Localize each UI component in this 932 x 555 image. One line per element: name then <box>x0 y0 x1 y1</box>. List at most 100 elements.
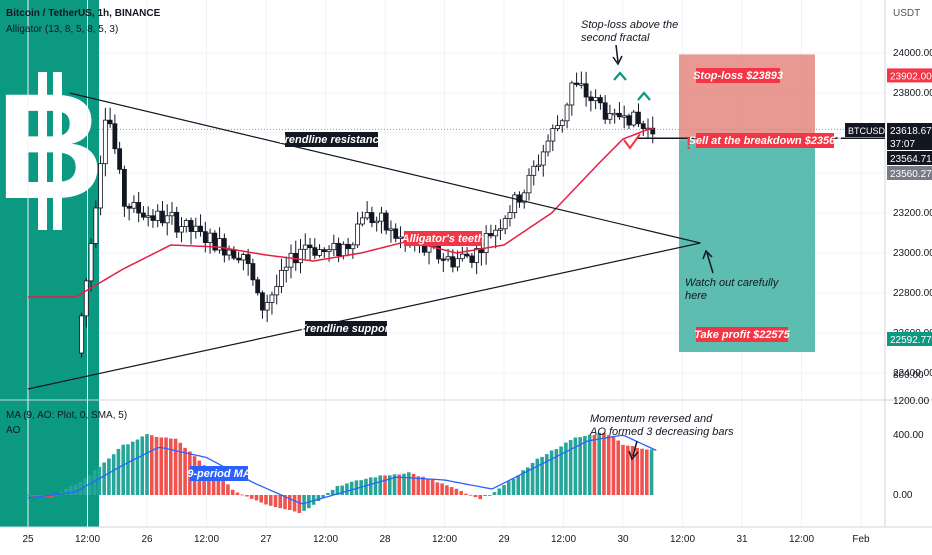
ao-bar-99 <box>497 488 502 495</box>
candle-body-33 <box>236 257 242 261</box>
ao-bar-17 <box>107 458 111 495</box>
stop-loss-zone <box>679 54 815 141</box>
label-ma: 9-period MA <box>187 468 251 480</box>
ao-bar-62 <box>321 495 325 498</box>
ao-bar-9 <box>69 486 73 495</box>
candle-body-97 <box>540 151 546 166</box>
ao-bar-119 <box>592 434 597 495</box>
candle-body-9 <box>121 168 127 207</box>
stop-arrow-shaft <box>615 44 619 63</box>
candle-body-77 <box>445 256 451 260</box>
ao-bar-74 <box>378 475 383 495</box>
candle-body-114 <box>621 115 627 118</box>
ao-bar-106 <box>530 462 535 495</box>
ao-bar-120 <box>597 432 601 495</box>
badge-mid1-bg <box>887 151 932 165</box>
ao-bar-30 <box>169 438 173 495</box>
candle-body-40 <box>269 294 275 303</box>
ao-bar-131 <box>649 449 654 495</box>
candle-body-118 <box>640 123 646 129</box>
candle-body-94 <box>526 174 532 194</box>
candle-body-67 <box>398 236 403 239</box>
time-tick-1: 12:00 <box>75 534 100 545</box>
badge-stop-bg <box>887 68 932 83</box>
ao-bar-68 <box>349 481 354 495</box>
ao-bar-128 <box>635 447 640 495</box>
badge-symbol: BTCUSDT <box>848 126 891 136</box>
price-tick-1: 23800.00 <box>893 88 932 99</box>
candle-body-112 <box>612 112 618 116</box>
ao-bar-21 <box>126 444 130 495</box>
candle-body-117 <box>636 111 641 125</box>
ao-bar-125 <box>621 444 625 495</box>
ao-bar-88 <box>445 485 449 495</box>
alligator-teeth-line <box>28 128 654 298</box>
ao-bar-32 <box>178 442 183 495</box>
price-tick-5: 23000.00 <box>893 248 932 259</box>
ao-bar-107 <box>535 458 540 495</box>
candle-body-78 <box>450 256 456 268</box>
candle-body-22 <box>183 220 189 227</box>
price-tick-8: 22400.00 <box>893 368 932 379</box>
candle-body-111 <box>607 113 613 120</box>
ao-bar-110 <box>549 450 554 495</box>
candle-body-62 <box>374 220 380 224</box>
candle-body-4 <box>98 163 103 209</box>
ao-bar-29 <box>164 437 168 495</box>
ao-bar-96 <box>483 495 487 496</box>
candle-body-55 <box>340 243 346 256</box>
candle-body-23 <box>188 220 194 232</box>
candle-body-100 <box>555 125 560 129</box>
badge-tp-bg <box>887 332 932 346</box>
watch-note-line-2: here <box>685 290 708 302</box>
ao-bar-86 <box>435 482 440 495</box>
candle-body-106 <box>583 83 589 98</box>
ao-bar-130 <box>645 449 649 495</box>
ao-bar-85 <box>430 479 435 495</box>
ao-bar-93 <box>468 494 473 496</box>
ao-bar-18 <box>111 454 116 495</box>
badge-tp: 22592.77 <box>890 335 932 346</box>
candle-body-105 <box>578 83 584 86</box>
ao-bar-83 <box>421 476 425 495</box>
ao-bar-25 <box>145 434 149 495</box>
candle-body-87 <box>493 229 499 237</box>
ao-bar-69 <box>354 480 359 495</box>
candle-body-37 <box>255 279 261 294</box>
ao-bar-118 <box>587 434 592 495</box>
candle-body-25 <box>198 225 203 233</box>
fractal-up-1 <box>613 71 627 81</box>
ao-bar-67 <box>345 483 349 495</box>
time-tick-4: 27 <box>260 534 272 545</box>
candle-body-20 <box>174 211 180 233</box>
ao-bar-22 <box>130 441 135 495</box>
candle-body-49 <box>312 247 318 256</box>
time-tick-6: 28 <box>379 534 391 545</box>
badge-mid1: 23564.71 <box>890 154 932 165</box>
ao-bar-121 <box>602 432 606 495</box>
label-trend-resistance: Trendline resistance <box>278 134 385 146</box>
label-sell: Sell at the breakdown $23564 <box>689 135 842 147</box>
candle-body-120 <box>650 127 656 135</box>
ao-bar-61 <box>316 495 321 502</box>
ao-bar-91 <box>459 491 463 495</box>
badge-mid2: 23560.27 <box>890 169 932 180</box>
ao-bar-0 <box>26 494 30 496</box>
momentum-note-line-2: AO formed 3 decreasing bars <box>590 426 734 438</box>
candle-body-79 <box>455 258 460 268</box>
candle-body-26 <box>202 231 208 243</box>
candle-body-48 <box>307 244 313 249</box>
time-tick-11: 12:00 <box>670 534 695 545</box>
candle-body-46 <box>298 248 303 264</box>
ao-bar-102 <box>511 478 516 495</box>
time-tick-5: 12:00 <box>313 534 338 545</box>
candle-body-116 <box>631 111 637 126</box>
candle-body-81 <box>464 253 470 257</box>
annotation-marks: ! <box>612 44 714 461</box>
ao-bar-116 <box>578 437 582 495</box>
candle-body-18 <box>164 215 170 224</box>
candle-body-47 <box>302 244 308 250</box>
time-tick-2: 26 <box>141 534 153 545</box>
candle-body-59 <box>359 217 365 225</box>
